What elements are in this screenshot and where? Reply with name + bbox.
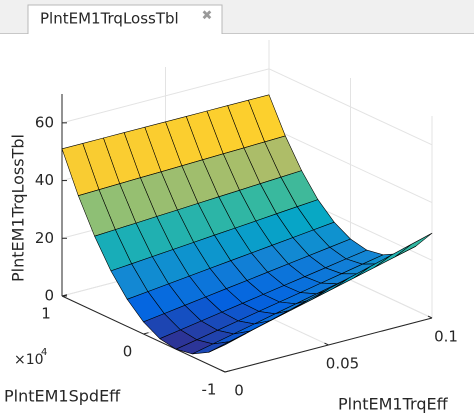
- y-tick-label: -1: [202, 381, 217, 399]
- x-tick-label: 0: [234, 382, 244, 400]
- z-axis-label: PlntEM1TrqLossTbl: [9, 134, 28, 282]
- y-tick-label: 0: [123, 343, 133, 361]
- x-tick: [427, 315, 433, 319]
- surface-patch: [394, 232, 433, 258]
- y-axis-label: PlntEM1SpdEff: [4, 387, 121, 406]
- tab-close[interactable]: ✖: [202, 9, 213, 24]
- z-tick-label: 0: [44, 287, 54, 305]
- grid-line: [268, 68, 433, 146]
- y-tick: [61, 294, 68, 297]
- x-axis-label: PlntEM1TrqEff: [338, 395, 449, 414]
- grid-line: [61, 68, 270, 124]
- surface-patch: [208, 333, 246, 353]
- z-tick-label: 20: [35, 229, 54, 247]
- x-tick-label: 0.1: [434, 328, 458, 346]
- y-tick: [224, 370, 231, 373]
- tab-title[interactable]: PlntEM1TrqLossTbl: [40, 10, 179, 28]
- grid-line: [268, 126, 433, 204]
- y-multiplier: ×10: [14, 352, 44, 368]
- x-tick: [220, 369, 226, 373]
- y-tick: [143, 332, 149, 335]
- y-tick-label: 1: [41, 305, 51, 323]
- y-multiplier-exponent: 4: [41, 347, 47, 358]
- x-tick: [324, 342, 329, 346]
- z-tick-label: 60: [35, 113, 54, 131]
- z-tick-label: 40: [35, 171, 54, 189]
- tab[interactable]: [27, 4, 223, 34]
- x-tick-label: 0.05: [326, 355, 359, 373]
